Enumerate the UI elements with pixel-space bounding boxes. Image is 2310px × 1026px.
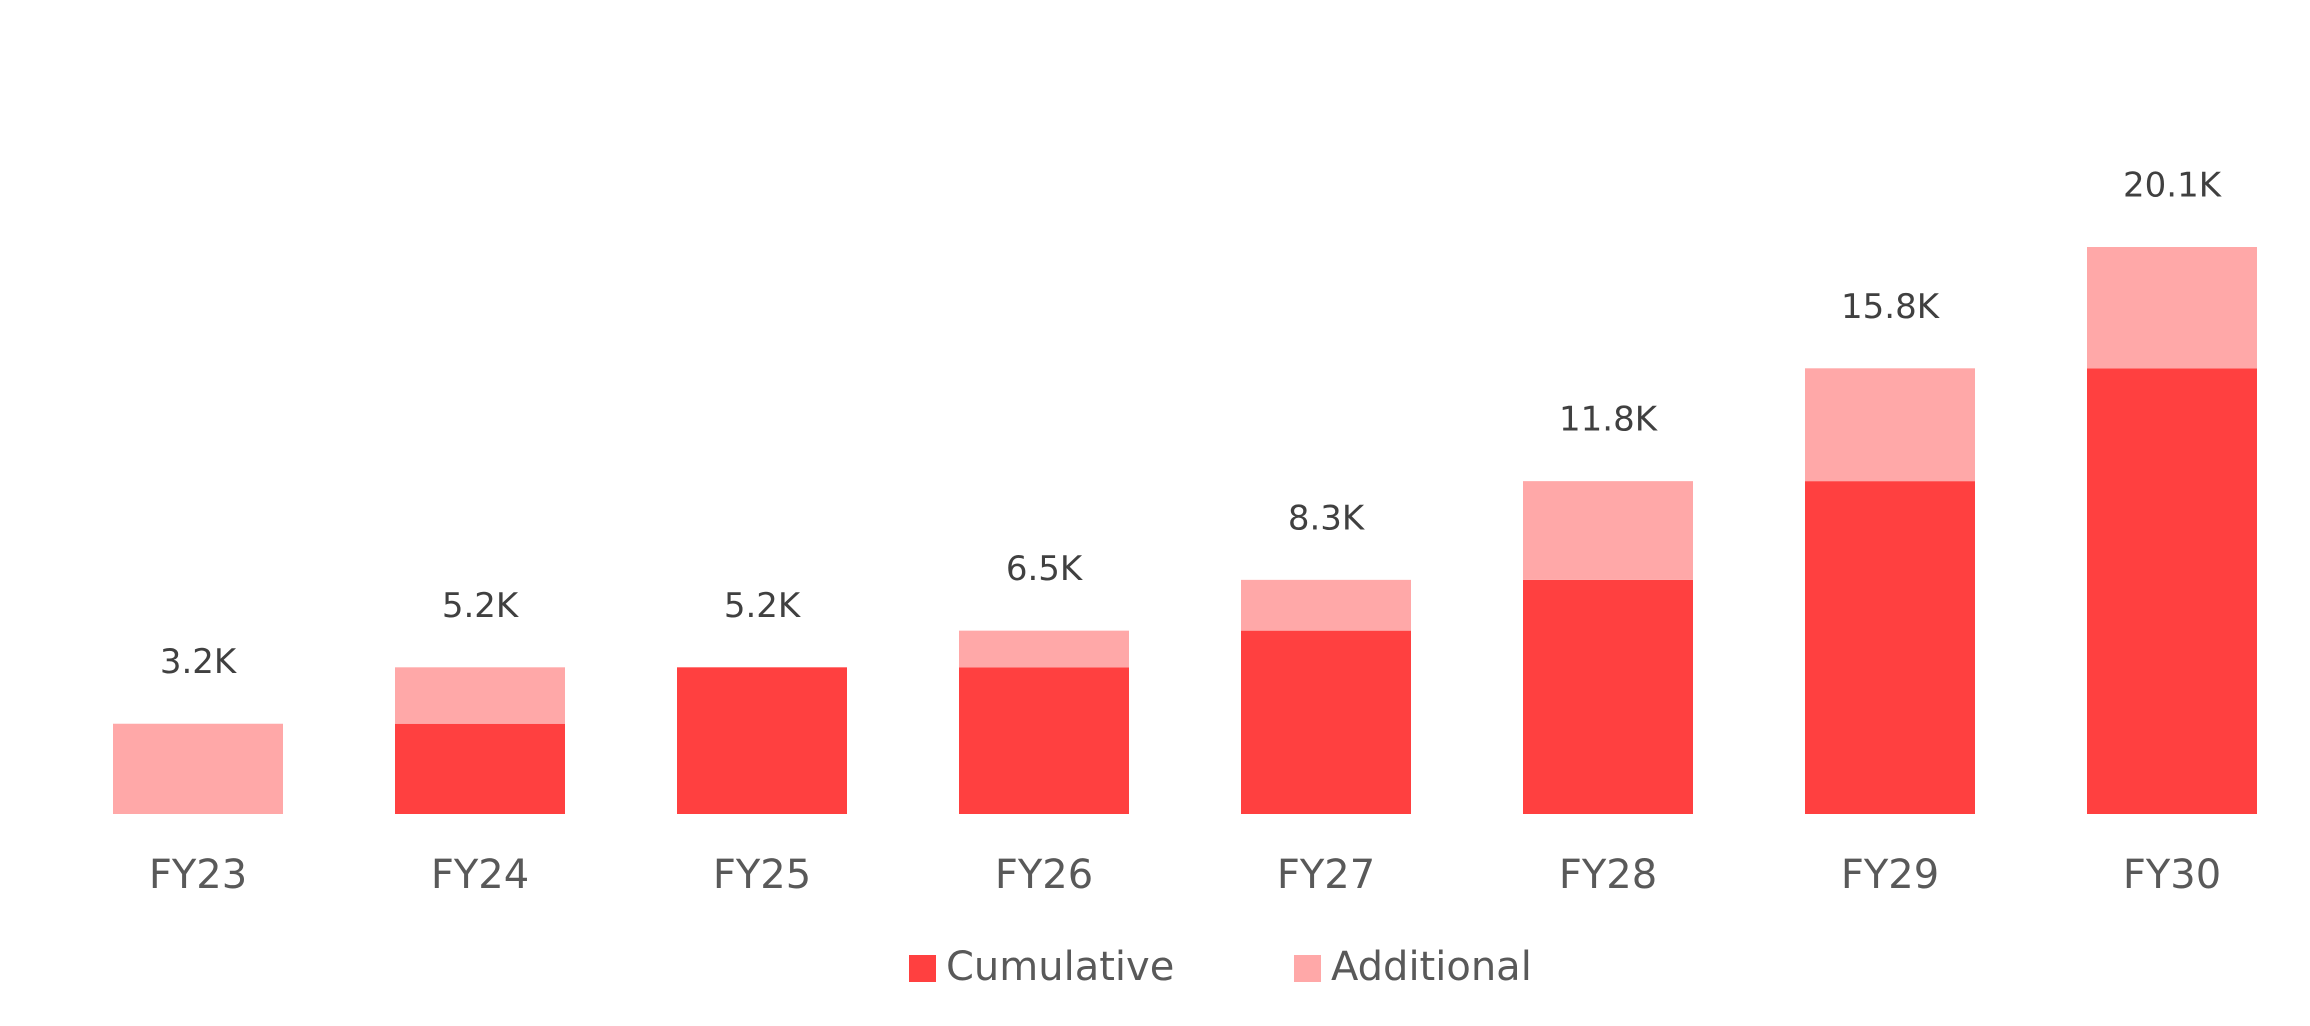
total-label: 20.1K: [2123, 166, 2223, 206]
x-tick-label: FY30: [2123, 852, 2221, 898]
legend-label: Additional: [1331, 944, 1532, 990]
total-label: 5.2K: [442, 586, 520, 626]
bar-segment: [395, 723, 565, 814]
x-tick-label: FY23: [149, 852, 247, 898]
x-tick-label: FY29: [1841, 852, 1939, 898]
x-tick-label: FY25: [713, 852, 811, 898]
x-tick-label: FY24: [431, 852, 529, 898]
bar-segment: [113, 723, 283, 814]
total-label: 5.2K: [724, 586, 802, 626]
legend-swatch: [909, 955, 936, 982]
x-tick-label: FY27: [1277, 852, 1375, 898]
total-label: 11.8K: [1559, 400, 1659, 440]
bar-segment: [959, 630, 1129, 668]
total-label: 15.8K: [1841, 287, 1941, 327]
legend-label: Cumulative: [946, 944, 1174, 990]
bar-segment: [1241, 579, 1411, 631]
bar-segment: [959, 667, 1129, 814]
legend-swatch: [1294, 955, 1321, 982]
bar-segment: [1241, 630, 1411, 814]
bar-segment: [1523, 481, 1693, 580]
bar-segment: [1523, 579, 1693, 814]
total-label: 6.5K: [1006, 549, 1084, 589]
bar-segment: [2087, 247, 2257, 369]
bar-segment: [395, 667, 565, 724]
total-label: 3.2K: [160, 642, 238, 682]
x-tick-label: FY26: [995, 852, 1093, 898]
total-label: 8.3K: [1288, 498, 1366, 538]
bar-segment: [677, 667, 847, 814]
bar-segment: [1805, 481, 1975, 814]
x-tick-label: FY28: [1559, 852, 1657, 898]
bar-segment: [2087, 368, 2257, 814]
bar-segment: [1805, 368, 1975, 482]
